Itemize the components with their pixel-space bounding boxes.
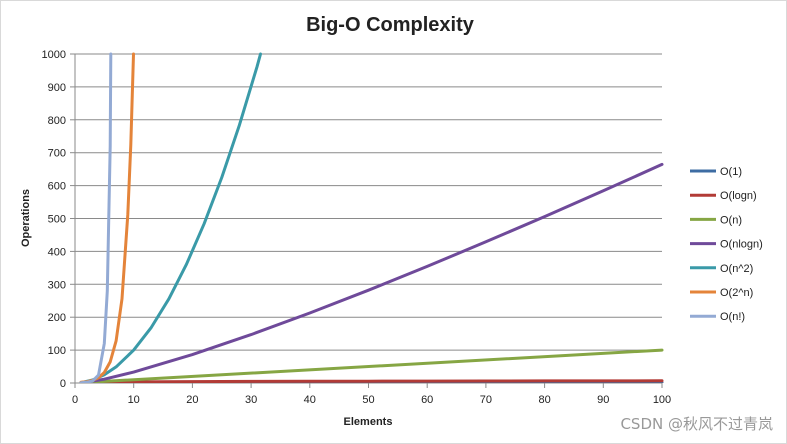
watermark: CSDN @秋风不过青岚 [620, 415, 773, 433]
y-axis-label: Operations [20, 189, 32, 247]
axes: 0 100 200 300 400 500 600 700 800 900 1000 0 10 20 30 4… [42, 49, 672, 406]
series-line-2 [79, 348, 664, 383]
x-tick-label: 0 [72, 394, 78, 406]
x-tick-label: 90 [597, 394, 609, 406]
y-tick-label: 700 [48, 148, 66, 160]
series-line-6 [79, 52, 113, 383]
y-tick-label: 800 [48, 115, 66, 127]
legend-label: O(nlogn) [720, 239, 763, 251]
x-tick-label: 70 [480, 394, 492, 406]
x-tick-label: 40 [304, 394, 316, 406]
y-tick-label: 300 [48, 279, 66, 291]
x-axis-label: Elements [344, 416, 393, 428]
x-tick-label: 60 [421, 394, 433, 406]
legend-label: O(2^n) [720, 287, 753, 299]
x-tick-label: 50 [362, 394, 374, 406]
grid [75, 53, 662, 351]
x-tick-label: 80 [538, 394, 550, 406]
y-tick-label: 200 [48, 312, 66, 324]
y-tick-label: 100 [48, 345, 66, 357]
chart-title: Big-O Complexity [306, 14, 475, 36]
series-lines [79, 52, 664, 383]
series-line-3 [79, 162, 664, 383]
y-tick-label: 1000 [42, 49, 66, 61]
legend: O(1) O(logn) O(n) O(nlogn) O(n^2) O(2^n) O(n!) [690, 166, 763, 323]
legend-label: O(n!) [720, 311, 745, 323]
series-line-4 [79, 52, 262, 383]
legend-label: O(1) [720, 166, 742, 178]
legend-label: O(n) [720, 214, 742, 226]
x-tick-label: 10 [128, 394, 140, 406]
x-tick-label: 30 [245, 394, 257, 406]
series-line-1 [79, 379, 664, 383]
y-tick-label: 600 [48, 181, 66, 193]
legend-label: O(logn) [720, 190, 757, 202]
y-tick-label: 500 [48, 214, 66, 226]
x-tick-label: 20 [186, 394, 198, 406]
legend-label: O(n^2) [720, 263, 753, 275]
y-tick-label: 0 [60, 378, 66, 390]
y-tick-label: 400 [48, 246, 66, 258]
x-tick-label: 100 [653, 394, 671, 406]
y-tick-label: 900 [48, 82, 66, 94]
